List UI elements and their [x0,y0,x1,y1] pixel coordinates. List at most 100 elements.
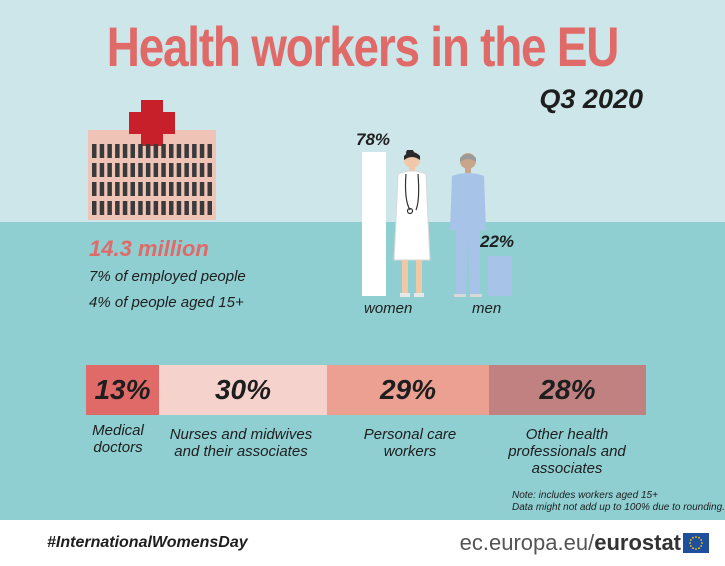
category-percent: 30% [214,374,272,405]
building-window [184,201,189,215]
building-window [99,163,105,177]
label-line: Personal care [363,426,457,443]
footnote: Note: includes workers aged 15+ Data mig… [512,490,725,514]
label-line: Other health [525,426,609,443]
flag-star [700,539,703,541]
category-label-other: Other health professionals and associate… [498,426,636,477]
building-window [169,201,174,215]
eu-flag-icon [683,533,709,558]
category-label-doctors: Medical doctors [88,422,148,456]
building-window [92,201,97,215]
building-window [192,144,197,158]
label-line: Nurses and midwives [169,426,313,443]
flag-star [695,536,697,538]
men-label: men [472,300,502,317]
category-segment-other: 28% [489,365,646,415]
category-percent: 13% [94,374,151,405]
category-segment-personal-care: 29% [327,365,489,415]
category-segment-doctors: 13% [86,365,159,415]
eurostat-link[interactable]: ec.europa.eu/eurostat [460,530,681,556]
building-window [130,201,135,215]
building-window [153,144,159,158]
category-label-personal-care: Personal care workers [355,426,465,460]
building-window [122,201,128,215]
flag-star [695,548,697,550]
women-bar [362,152,386,296]
label-line: doctors [93,439,143,456]
red-cross-icon [129,100,175,146]
building-window [192,182,197,196]
flag-star [700,545,703,547]
women-label: women [364,300,413,317]
building-window [192,163,197,177]
building-window [199,163,205,177]
building-window [107,144,112,158]
building-window [161,201,166,215]
building-window [115,182,120,196]
building-window [207,144,212,158]
building-window [92,163,97,177]
building-window [207,182,212,196]
building-window [176,182,182,196]
building-window [138,144,143,158]
footer-bar [0,520,725,566]
building-window [192,201,197,215]
building-window [145,144,151,158]
building-window [130,182,135,196]
building-window [138,182,143,196]
building-window [145,182,151,196]
building-window [107,163,112,177]
women-percent: 78% [356,130,391,149]
total-workers: 14.3 million [89,236,209,261]
building-window [169,182,174,196]
flag-star [701,542,703,544]
building-window [176,144,182,158]
category-label-nurses: Nurses and midwives and their associates [160,426,322,460]
label-line: workers [383,443,437,460]
building-window [122,163,128,177]
building-window [92,182,97,196]
category-percent: 29% [379,374,437,405]
building-window [138,201,143,215]
category-segment-nurses: 30% [159,365,327,415]
domain-text: ec.europa.eu/ [459,530,595,555]
building-window [122,144,128,158]
category-percent: 28% [539,374,596,405]
label-line: and their associates [174,443,308,460]
building-window [176,163,182,177]
building-window [92,144,97,158]
female-doctor-icon [390,149,434,303]
footnote-line: Note: includes workers aged 15+ [512,490,658,501]
label-line: Medical [92,422,144,439]
building-window [153,163,159,177]
building-window [184,144,189,158]
period-label: Q3 2020 [539,84,643,114]
building-window [153,201,159,215]
hashtag: #InternationalWomensDay [47,534,248,551]
building-window [207,163,212,177]
footnote-line: Data might not add up to 100% due to rou… [512,502,725,513]
building-window [138,163,143,177]
building-window [145,201,151,215]
building-window [199,144,205,158]
building-window [130,144,135,158]
building-window [169,144,174,158]
label-line: professionals and [508,443,626,460]
label-line: associates [531,460,603,477]
page-title: Health workers in the EU [106,15,620,78]
building-window [99,201,105,215]
building-window [130,163,135,177]
male-worker-icon [446,150,490,303]
building-window [107,182,112,196]
building-window [199,182,205,196]
building-window [169,163,174,177]
building-window [107,201,112,215]
building-window [99,182,105,196]
men-percent: 22% [480,232,515,251]
flag-star [692,547,694,550]
share-population: 4% of people aged 15+ [89,294,244,311]
building-window [99,144,105,158]
hospital-building-icon [88,100,216,225]
building-window [161,163,166,177]
building-window [161,144,166,158]
